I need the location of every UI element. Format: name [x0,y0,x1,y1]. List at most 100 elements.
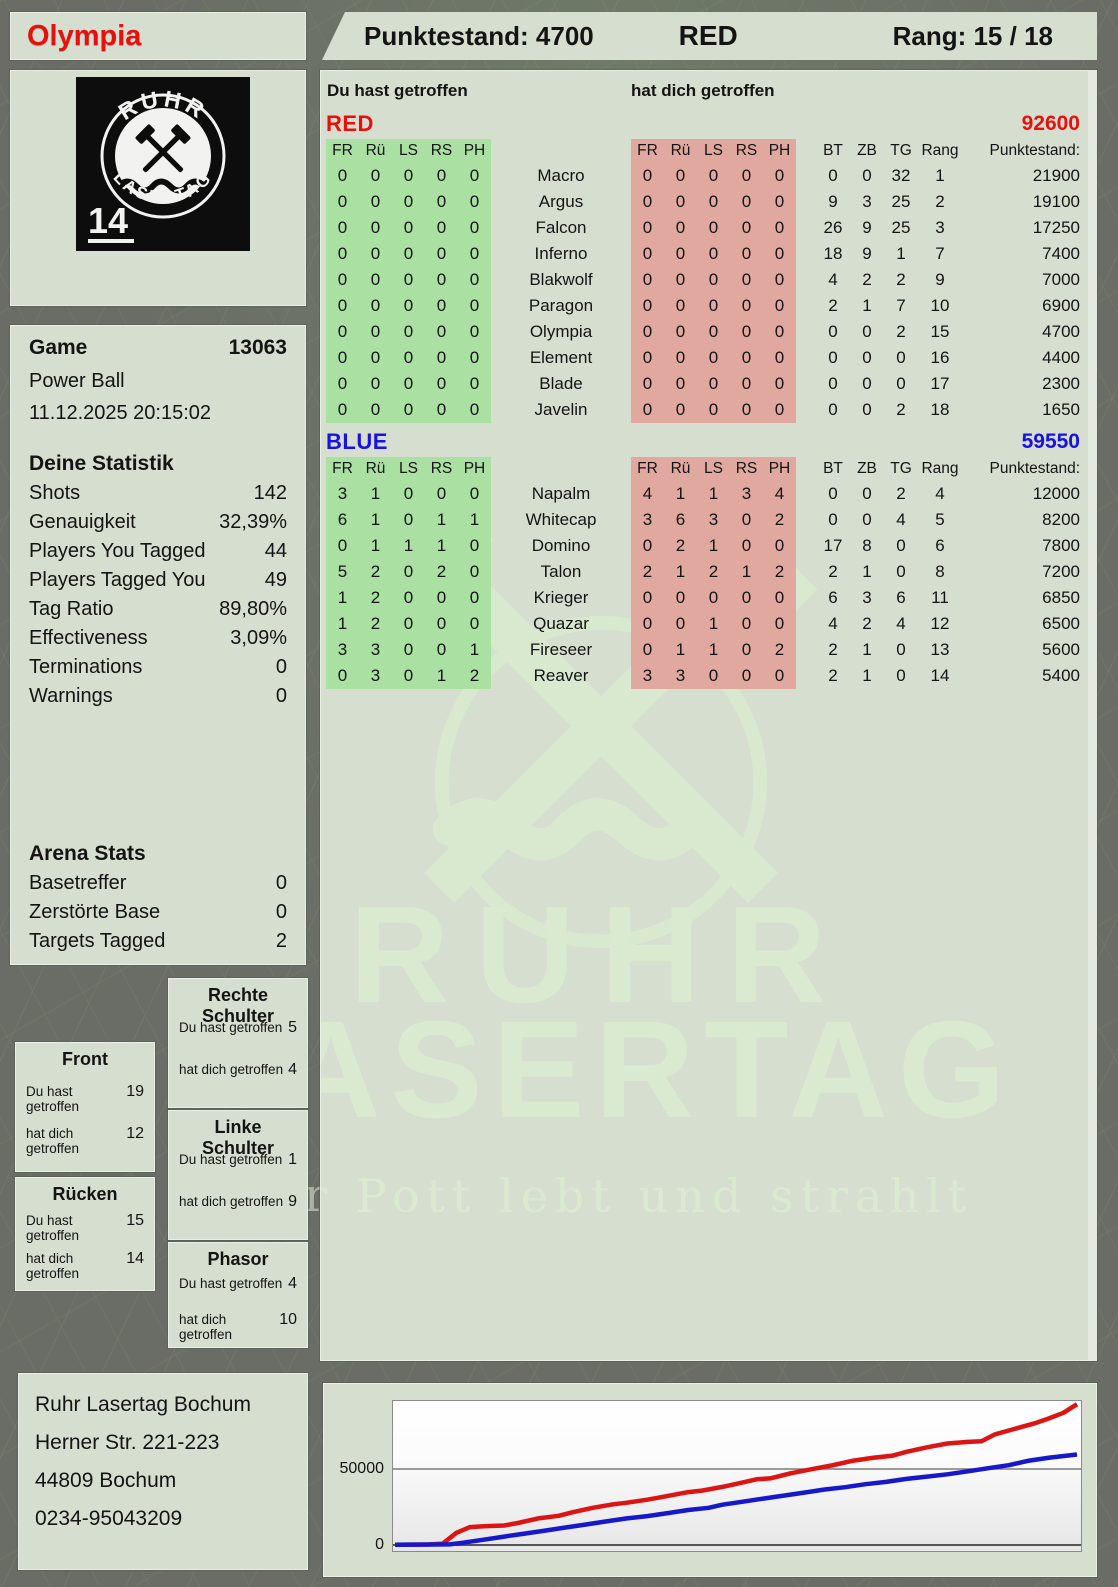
cell-you-hit: 0 [326,163,359,189]
zone-got-label: hat dich getroffen [179,1062,284,1077]
cell-rang: 3 [935,218,945,237]
cell-you-hit: 0 [326,397,359,423]
stat-value: 89,80% [219,598,287,620]
cell-you-hit: 1 [359,533,392,559]
cell-you-hit: 3 [359,637,392,663]
cell-player-name: Fireseer [529,640,593,659]
cell-you-hit: 0 [425,163,458,189]
cell-hit-you: 1 [664,637,697,663]
cell-hit-you: 0 [763,663,796,689]
cell-rang: 7 [935,244,945,263]
cell-hit-you: 1 [664,559,697,585]
stat-value: 0 [275,872,287,894]
stats-panel: Game 13063 Power Ball 11.12.2025 20:15:0… [10,325,306,965]
cell-hit-you: 0 [697,267,730,293]
cell-you-hit: 0 [425,293,458,319]
cell-rang: 17 [930,374,950,393]
zone-box-rechte-schulter: Rechte Schulter Du hast getroffen 5 hat d… [168,978,308,1108]
zone-hit-label: Du hast getroffen [26,1213,80,1243]
player-name: Olympia [27,19,142,52]
address-panel: Ruhr Lasertag Bochum Herner Str. 221-223 4… [18,1373,308,1570]
cell-hit-you: 0 [730,215,763,241]
cell-rang: 10 [930,296,950,315]
cell-hit-you: 0 [697,293,730,319]
cell-player-name: Blakwolf [529,270,593,289]
cell-hit-you: 0 [697,189,730,215]
cell-you-hit: 0 [392,637,425,663]
cell-you-hit: 0 [392,267,425,293]
cell-tg: 2 [896,484,906,503]
stat-row: Terminations 0 [29,656,287,685]
cell-rang: 18 [930,400,950,419]
watermark-slogan: Der Pott lebt und strahlt [321,1169,974,1223]
cell-hit-you: 0 [631,397,664,423]
cell-rang: 4 [935,484,945,503]
stat-row: Shots 142 [29,482,287,511]
cell-tg: 2 [896,322,906,341]
cell-score: 1650 [1042,400,1080,419]
team-block: BLUE 59550 FR Rü LS RS PH FR Rü LS RS PH BT ZB TG Ran… [321,427,1088,693]
cell-you-hit: 0 [359,267,392,293]
cell-hit-you: 0 [763,585,796,611]
cell-you-hit: 0 [359,215,392,241]
cell-you-hit: 0 [326,533,359,559]
cell-score: 7200 [1042,562,1080,581]
cell-tg: 4 [896,510,906,529]
col-header-them-PH: PH [763,139,796,163]
col-gap [796,371,816,397]
col-header-them-LS: LS [697,139,730,163]
cell-you-hit: 0 [458,585,491,611]
you-hit-label: Du hast getroffen [327,81,468,100]
cell-hit-you: 0 [763,163,796,189]
cell-hit-you: 0 [631,267,664,293]
series-line-blue [394,1452,1078,1548]
cell-you-hit: 0 [425,481,458,507]
cell-score: 2300 [1042,374,1080,393]
cell-score: 4700 [1042,322,1080,341]
cell-you-hit: 2 [425,559,458,585]
cell-you-hit: 0 [458,267,491,293]
cell-you-hit: 0 [458,215,491,241]
cell-hit-you: 0 [730,637,763,663]
col-header-you-LS: LS [392,457,425,481]
zone-box-ruecken: Rücken Du hast getroffen 15 hat dich getr… [15,1177,155,1291]
cell-bt: 2 [828,640,838,659]
game-datetime: 11.12.2025 20:15:02 [29,402,212,424]
stat-label: Effectiveness [29,627,148,649]
cell-hit-you: 0 [631,241,664,267]
cell-you-hit: 0 [425,345,458,371]
team-name: RED [326,111,374,136]
game-title: Game [29,336,88,359]
zone-hit-label: Du hast getroffen [179,1020,283,1035]
cell-you-hit: 1 [326,585,359,611]
cell-you-hit: 3 [359,663,392,689]
cell-player-name: Napalm [531,484,591,503]
cell-hit-you: 0 [664,241,697,267]
line-chart-plot-area [386,1400,1082,1552]
cell-you-hit: 1 [425,663,458,689]
stat-row: Tag Ratio 89,80% [29,598,287,627]
cell-tg: 0 [896,348,906,367]
cell-hit-you: 0 [730,397,763,423]
col-header-Punktestand: Punktestand: [989,460,1080,477]
zone-box-front: Front Du hast getroffen 19 hat dich getro… [15,1042,155,1172]
cell-you-hit: 0 [359,397,392,423]
cell-hit-you: 2 [697,559,730,585]
col-header-you-PH: PH [458,457,491,481]
cell-you-hit: 1 [458,637,491,663]
cell-you-hit: 0 [326,267,359,293]
hit-you-label: hat dich getroffen [631,81,775,100]
stat-value: 142 [253,482,287,504]
cell-hit-you: 1 [664,481,697,507]
zone-hit-value: 1 [288,1151,297,1168]
cell-rang: 15 [930,322,950,341]
cell-you-hit: 0 [458,319,491,345]
cell-tg: 0 [896,640,906,659]
stat-value: 2 [275,930,287,952]
arena-stats-rows: Basetreffer 0 Zerstörte Base 0 Targets Tagge… [29,872,287,959]
cell-hit-you: 0 [697,397,730,423]
cell-you-hit: 0 [392,293,425,319]
col-gap [796,293,816,319]
cell-score: 7000 [1042,270,1080,289]
cell-hit-you: 0 [631,293,664,319]
